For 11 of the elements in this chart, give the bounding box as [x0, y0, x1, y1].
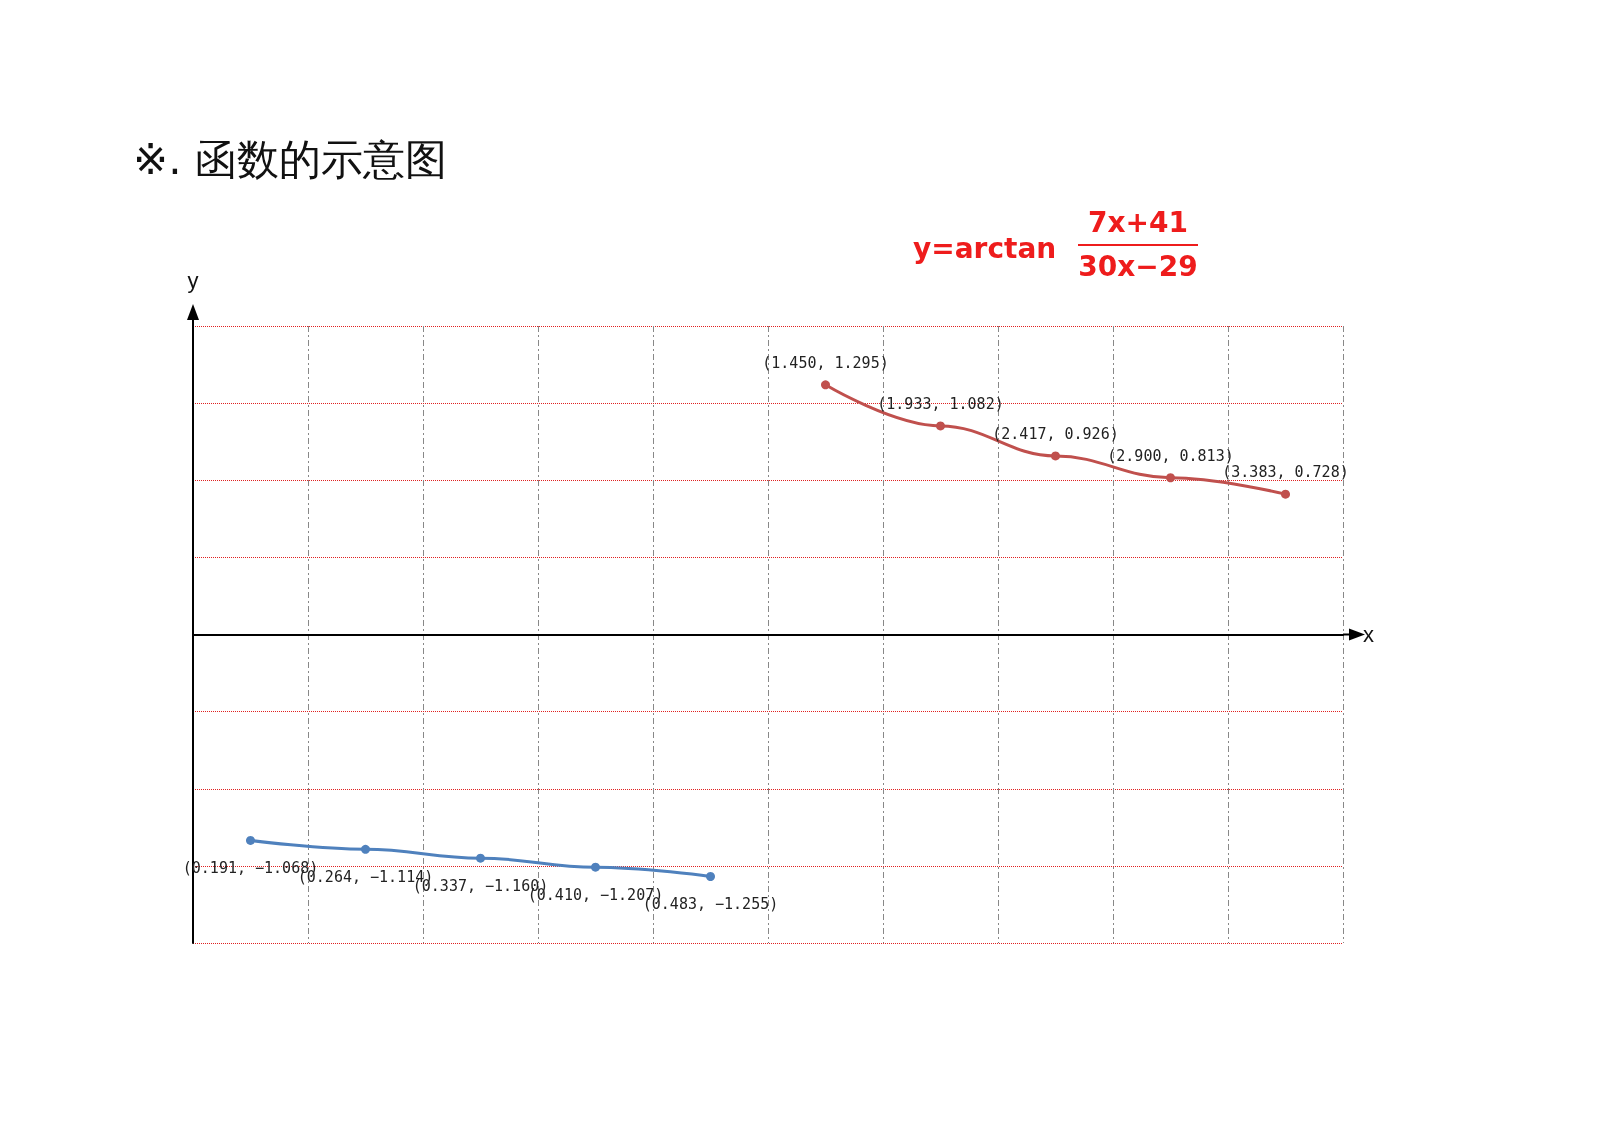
- data-label: (1.450, 1.295): [762, 353, 889, 372]
- text: y=arctan: [913, 231, 1057, 265]
- y-axis-title: y: [187, 267, 199, 293]
- text: 7x+41: [1088, 205, 1188, 239]
- data-label: (2.417, 0.926): [992, 424, 1119, 443]
- data-label: (2.900, 0.813): [1107, 446, 1234, 465]
- x-axis-title: x: [1363, 622, 1374, 647]
- data-label: (1.933, 1.082): [877, 394, 1004, 413]
- text: 30x−29: [1078, 249, 1198, 283]
- data-label: (3.383, 0.728): [1222, 463, 1349, 482]
- chart-title: ※. 函数的示意图: [133, 134, 447, 184]
